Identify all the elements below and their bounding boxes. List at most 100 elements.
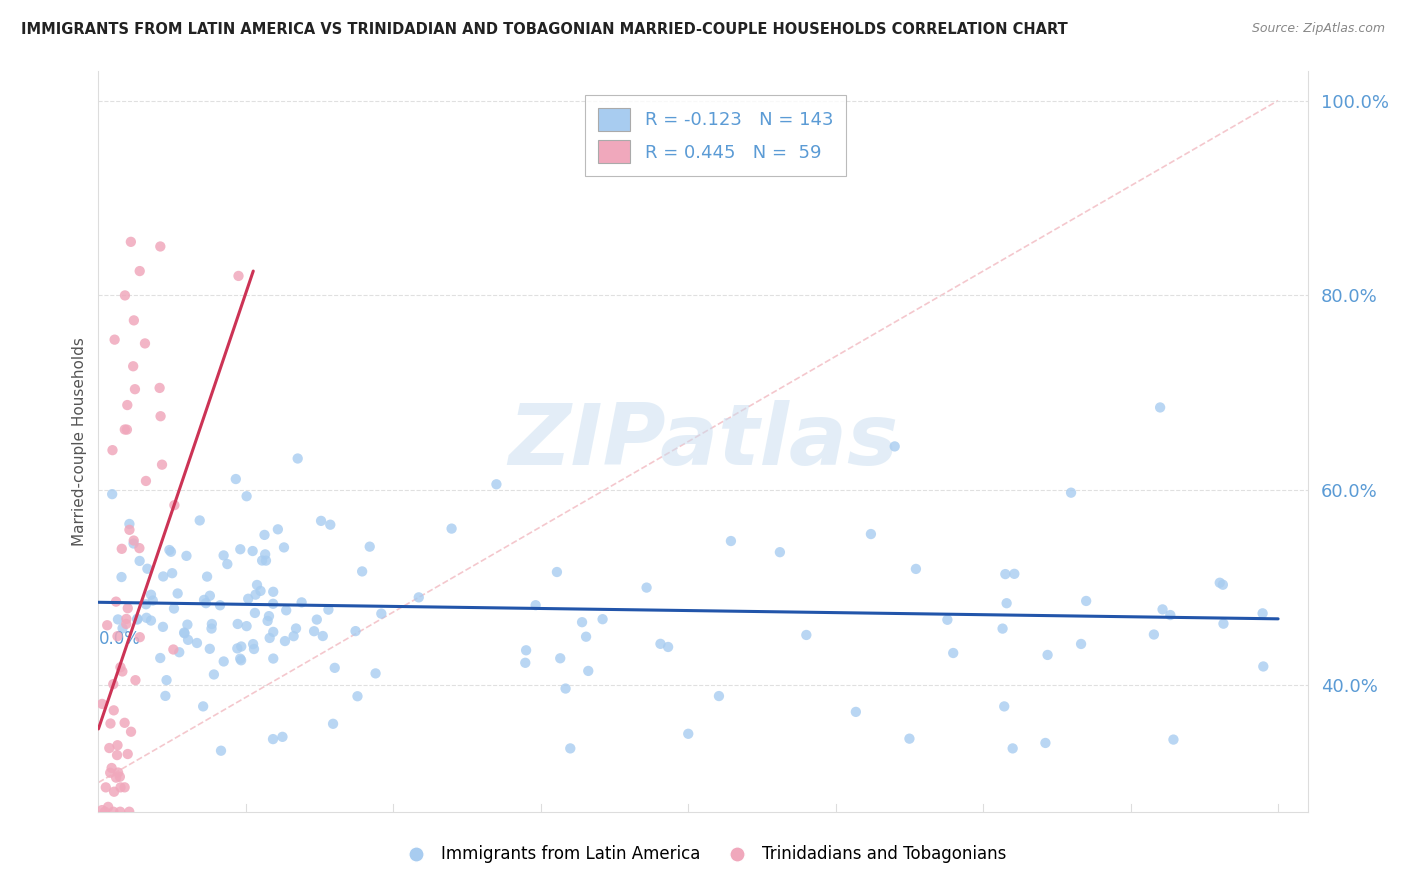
Point — [262, 732, 284, 747]
Point — [114, 780, 136, 795]
Point — [117, 747, 139, 761]
Point — [160, 545, 183, 559]
Point — [1152, 602, 1174, 616]
Point — [195, 569, 218, 583]
Point — [720, 534, 742, 549]
Point — [276, 603, 298, 617]
Point — [98, 741, 121, 756]
Point — [155, 673, 177, 687]
Point — [188, 513, 211, 527]
Point — [678, 727, 700, 741]
Text: 0.0%: 0.0% — [98, 631, 141, 648]
Point — [1253, 659, 1275, 673]
Point — [177, 632, 200, 647]
Text: ZIPatlas: ZIPatlas — [508, 400, 898, 483]
Point — [122, 359, 145, 374]
Point — [242, 637, 264, 651]
Point — [176, 549, 198, 563]
Point — [194, 596, 217, 610]
Point — [166, 586, 188, 600]
Point — [243, 606, 266, 620]
Point — [370, 607, 392, 621]
Point — [149, 651, 172, 665]
Point — [859, 527, 882, 541]
Point — [250, 553, 273, 567]
Point — [262, 624, 284, 639]
Point — [273, 541, 295, 555]
Point — [128, 554, 150, 568]
Point — [994, 567, 1017, 582]
Point — [149, 381, 172, 395]
Point — [262, 651, 284, 665]
Point — [160, 566, 183, 581]
Point — [229, 653, 252, 667]
Point — [193, 593, 215, 607]
Point — [592, 612, 614, 626]
Point — [515, 656, 537, 670]
Point — [139, 614, 162, 628]
Point — [135, 474, 157, 488]
Point — [707, 689, 730, 703]
Point — [127, 612, 149, 626]
Point — [135, 597, 157, 611]
Point — [1036, 648, 1059, 662]
Point — [122, 313, 145, 327]
Point — [991, 622, 1014, 636]
Point — [186, 636, 208, 650]
Point — [657, 640, 679, 654]
Point — [200, 622, 222, 636]
Point — [318, 603, 340, 617]
Y-axis label: Married-couple Households: Married-couple Households — [72, 337, 87, 546]
Point — [309, 514, 332, 528]
Point — [235, 619, 257, 633]
Point — [554, 681, 576, 696]
Point — [245, 588, 267, 602]
Point — [936, 613, 959, 627]
Point — [96, 618, 118, 632]
Point — [107, 629, 129, 643]
Point — [274, 634, 297, 648]
Point — [122, 533, 145, 548]
Point — [115, 617, 138, 632]
Point — [243, 642, 266, 657]
Point — [91, 803, 114, 817]
Point — [128, 264, 150, 278]
Point — [794, 628, 817, 642]
Point — [1060, 485, 1083, 500]
Point — [108, 770, 131, 784]
Point — [352, 565, 374, 579]
Point — [176, 617, 198, 632]
Point — [115, 612, 138, 626]
Point — [942, 646, 965, 660]
Point — [249, 583, 271, 598]
Point — [142, 593, 165, 607]
Point — [576, 664, 599, 678]
Point — [1076, 594, 1098, 608]
Point — [100, 716, 122, 731]
Point — [128, 630, 150, 644]
Point — [993, 699, 1015, 714]
Point — [1002, 566, 1025, 581]
Point — [202, 667, 225, 681]
Point — [110, 780, 132, 795]
Point — [97, 800, 120, 814]
Point — [312, 629, 335, 643]
Point — [1001, 741, 1024, 756]
Point — [167, 645, 190, 659]
Point — [769, 545, 792, 559]
Point — [128, 541, 150, 555]
Point — [226, 617, 249, 632]
Point — [94, 805, 117, 819]
Point — [524, 598, 547, 612]
Point — [108, 805, 131, 819]
Point — [1143, 627, 1166, 641]
Point — [201, 617, 224, 632]
Point — [1035, 736, 1057, 750]
Point — [105, 594, 128, 608]
Point — [111, 665, 134, 679]
Point — [155, 689, 177, 703]
Point — [898, 731, 921, 746]
Point — [440, 522, 463, 536]
Legend: Immigrants from Latin America, Trinidadians and Tobagonians: Immigrants from Latin America, Trinidadi… — [392, 838, 1014, 870]
Point — [995, 596, 1018, 610]
